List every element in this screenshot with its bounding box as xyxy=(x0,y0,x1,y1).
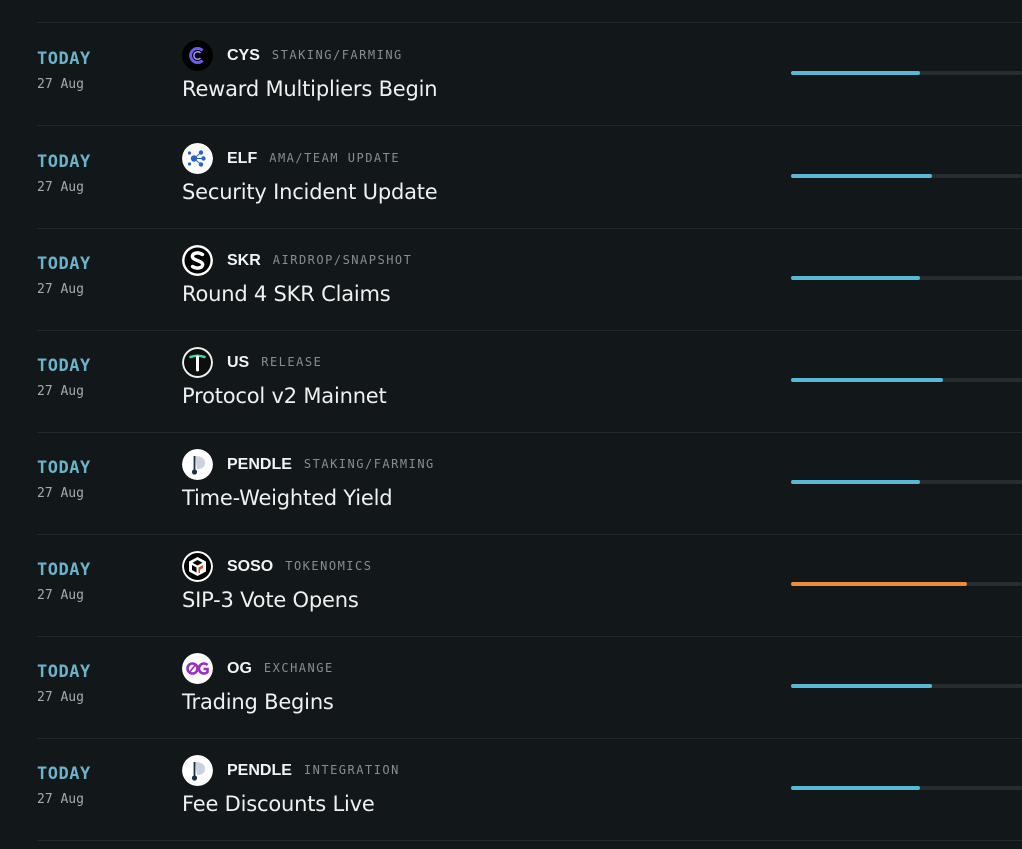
event-row-skr[interactable]: TODAY 27 Aug SKR AIRDROP/SNAPSHOT Round 4… xyxy=(37,228,1022,331)
event-progress-bar xyxy=(791,684,1022,688)
token-symbol: ELF xyxy=(227,150,258,167)
event-row-elf[interactable]: TODAY 27 Aug ELF AMA/TEAM UPDATE Security… xyxy=(37,126,1022,229)
us-logo-icon xyxy=(182,347,213,378)
event-progress-fill xyxy=(791,378,944,382)
event-category: TOKENOMICS xyxy=(285,559,373,573)
event-token: CYS STAKING/FARMING xyxy=(227,47,403,65)
event-progress-bar xyxy=(791,71,1022,75)
event-date: 27 Aug xyxy=(37,180,84,195)
event-row-soso[interactable]: TODAY 27 Aug SOSO TOKENOMICS SIP-3 Vote O… xyxy=(37,534,1022,637)
event-title[interactable]: Fee Discounts Live xyxy=(182,792,375,816)
event-row-pendle-2[interactable]: TODAY 27 Aug PENDLE INTEGRATION Fee Disco… xyxy=(37,738,1022,841)
event-title[interactable]: Security Incident Update xyxy=(182,180,438,204)
event-category: INTEGRATION xyxy=(303,763,400,777)
event-title[interactable]: Protocol v2 Mainnet xyxy=(182,384,387,408)
event-day: TODAY xyxy=(37,764,91,784)
list-top-divider xyxy=(37,22,1022,23)
event-row-us[interactable]: TODAY 27 Aug US RELEASE Protocol v2 Mainn… xyxy=(37,330,1022,433)
token-symbol: PENDLE xyxy=(227,762,292,779)
event-progress-bar xyxy=(791,582,1022,586)
event-day: TODAY xyxy=(37,560,91,580)
token-symbol: PENDLE xyxy=(227,456,292,473)
event-category: EXCHANGE xyxy=(263,661,334,675)
event-date: 27 Aug xyxy=(37,384,84,399)
event-progress-bar xyxy=(791,480,1022,484)
event-progress-fill xyxy=(791,71,921,75)
event-progress-fill xyxy=(791,480,921,484)
event-title[interactable]: SIP-3 Vote Opens xyxy=(182,588,359,612)
cys-logo-icon xyxy=(182,40,213,71)
event-progress-bar xyxy=(791,276,1022,280)
event-progress-bar xyxy=(791,786,1022,790)
pendle-logo-icon xyxy=(182,449,213,480)
event-day: TODAY xyxy=(37,152,91,172)
event-token: OG EXCHANGE xyxy=(227,660,334,678)
event-date: 27 Aug xyxy=(37,77,84,92)
event-title[interactable]: Trading Begins xyxy=(182,690,334,714)
token-symbol: SOSO xyxy=(227,558,274,575)
event-category: AMA/TEAM UPDATE xyxy=(269,151,401,165)
token-symbol: SKR xyxy=(227,252,261,269)
event-title[interactable]: Reward Multipliers Begin xyxy=(182,77,438,101)
event-row-og[interactable]: TODAY 27 Aug OG EXCHANGE Trading Begins xyxy=(37,636,1022,739)
event-progress-fill xyxy=(791,582,967,586)
event-date: 27 Aug xyxy=(37,486,84,501)
event-day: TODAY xyxy=(37,458,91,478)
event-token: PENDLE STAKING/FARMING xyxy=(227,456,435,474)
event-token: ELF AMA/TEAM UPDATE xyxy=(227,150,400,168)
token-symbol: US xyxy=(227,354,250,371)
skr-logo-icon xyxy=(182,245,213,276)
event-progress-fill xyxy=(791,174,932,178)
event-category: STAKING/FARMING xyxy=(303,457,435,471)
event-token: PENDLE INTEGRATION xyxy=(227,762,400,780)
soso-logo-icon xyxy=(182,551,213,582)
event-category: AIRDROP/SNAPSHOT xyxy=(272,253,413,267)
event-day: TODAY xyxy=(37,254,91,274)
event-row-pendle[interactable]: TODAY 27 Aug PENDLE STAKING/FARMING Time-… xyxy=(37,432,1022,535)
event-date: 27 Aug xyxy=(37,792,84,807)
elf-logo-icon xyxy=(182,143,213,174)
event-title[interactable]: Time-Weighted Yield xyxy=(182,486,393,510)
event-date: 27 Aug xyxy=(37,282,84,297)
event-row-cys[interactable]: TODAY 27 Aug CYS STAKING/FARMING Reward M… xyxy=(37,23,1022,126)
event-progress-fill xyxy=(791,684,932,688)
event-token: US RELEASE xyxy=(227,354,322,372)
event-progress-bar xyxy=(791,174,1022,178)
pendle-logo-icon xyxy=(182,755,213,786)
event-day: TODAY xyxy=(37,356,91,376)
event-token: SOSO TOKENOMICS xyxy=(227,558,372,576)
og-logo-icon xyxy=(182,653,213,684)
event-token: SKR AIRDROP/SNAPSHOT xyxy=(227,252,412,270)
token-symbol: CYS xyxy=(227,47,260,64)
event-category: STAKING/FARMING xyxy=(271,48,403,62)
event-category: RELEASE xyxy=(261,355,323,369)
event-day: TODAY xyxy=(37,49,91,69)
event-progress-fill xyxy=(791,276,921,280)
event-day: TODAY xyxy=(37,662,91,682)
event-progress-bar xyxy=(791,378,1022,382)
token-symbol: OG xyxy=(227,660,252,677)
event-progress-fill xyxy=(791,786,921,790)
event-date: 27 Aug xyxy=(37,588,84,603)
event-date: 27 Aug xyxy=(37,690,84,705)
event-title[interactable]: Round 4 SKR Claims xyxy=(182,282,391,306)
